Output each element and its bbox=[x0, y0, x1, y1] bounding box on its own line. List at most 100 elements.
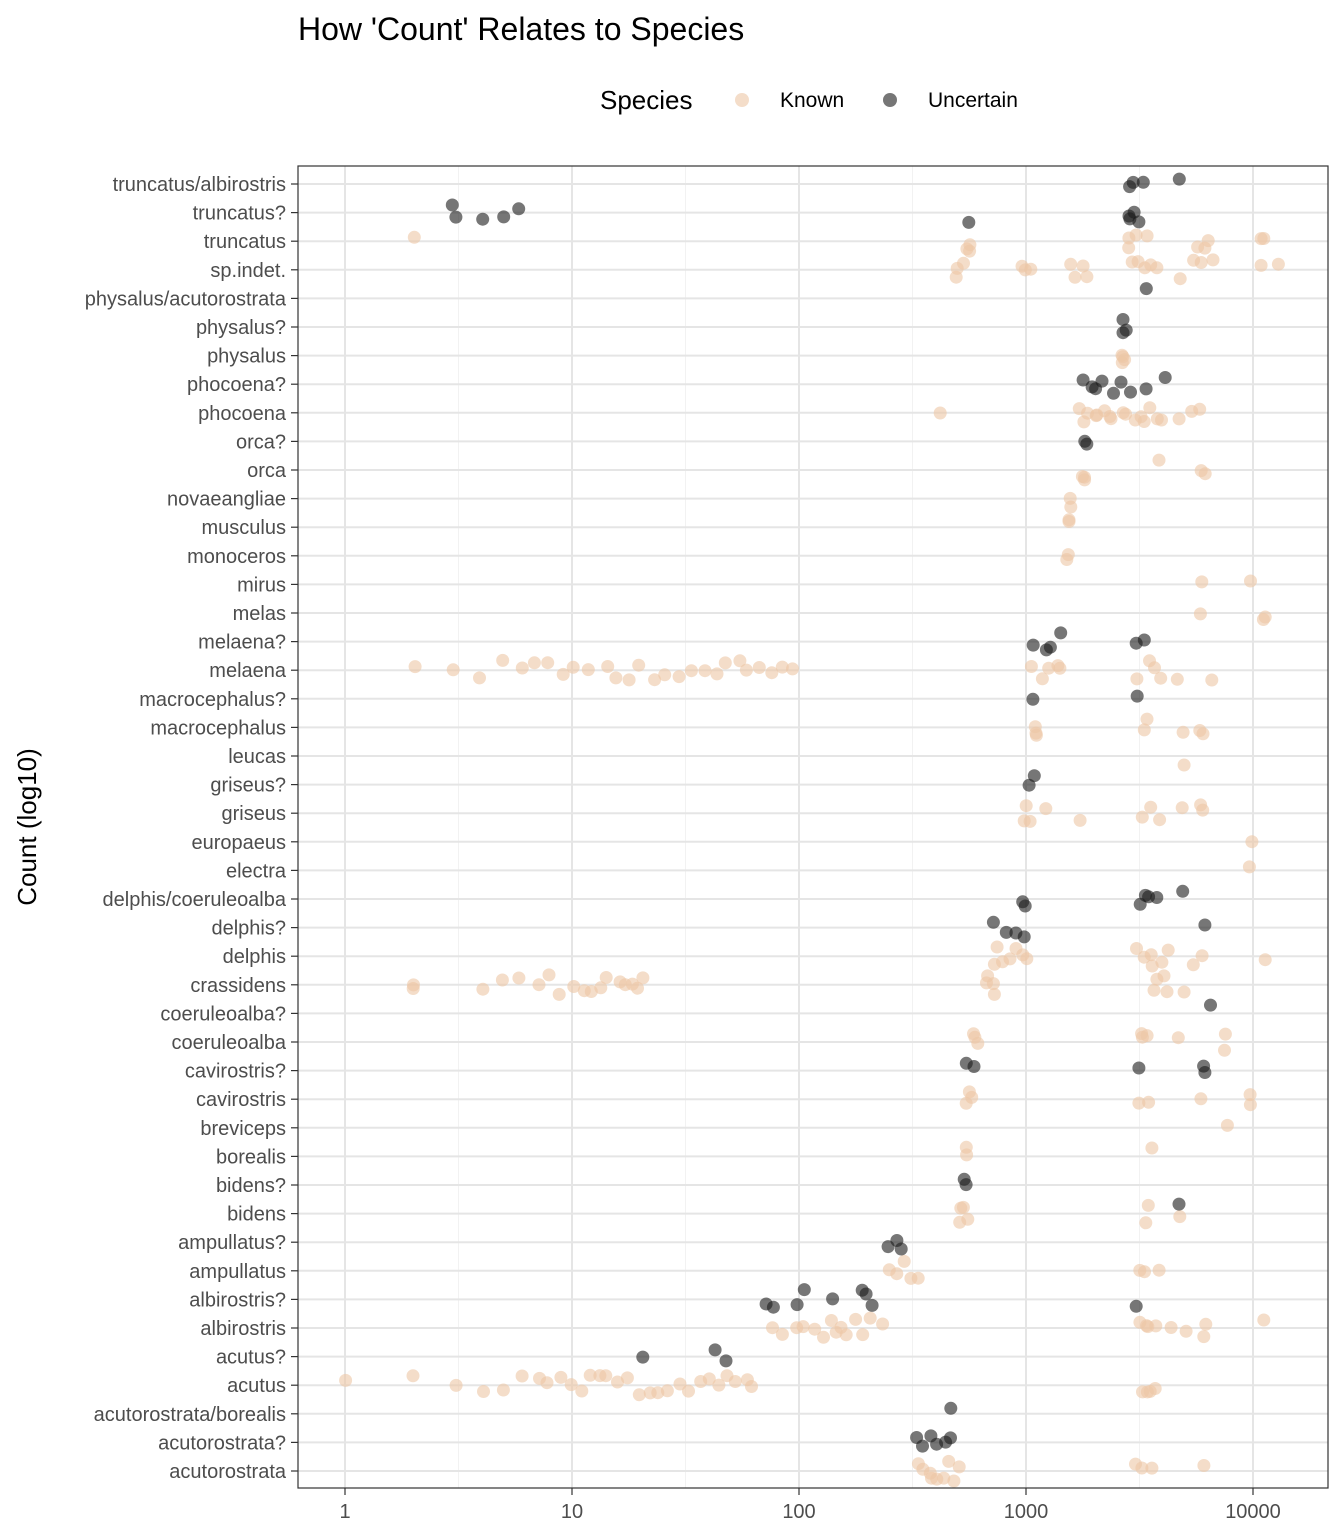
y-tick-label: borealis bbox=[216, 1146, 286, 1168]
point-known bbox=[745, 1380, 758, 1393]
point-known bbox=[710, 667, 724, 681]
point-known bbox=[817, 1330, 830, 1344]
point-known bbox=[1243, 1098, 1257, 1112]
point-known bbox=[1132, 1096, 1146, 1110]
point-known bbox=[1196, 803, 1210, 817]
point-known bbox=[540, 1376, 554, 1390]
y-tick-label: leucas bbox=[228, 746, 286, 768]
point-known bbox=[698, 664, 712, 678]
point-known bbox=[1130, 672, 1144, 686]
point-known bbox=[515, 1369, 529, 1383]
point-known bbox=[527, 656, 541, 670]
point-known bbox=[1194, 1092, 1208, 1106]
point-known bbox=[856, 1328, 870, 1342]
y-tick-label: physalus? bbox=[196, 317, 286, 339]
point-known bbox=[1062, 515, 1076, 528]
point-known bbox=[1173, 272, 1187, 286]
point-uncertain bbox=[959, 1178, 973, 1192]
point-known bbox=[1073, 813, 1087, 827]
point-known bbox=[648, 673, 662, 687]
point-known bbox=[987, 987, 1001, 1001]
y-tick-label: orca bbox=[247, 460, 287, 482]
point-known bbox=[1201, 234, 1215, 248]
point-known bbox=[1104, 412, 1118, 426]
y-tick-label: griseus? bbox=[210, 775, 286, 797]
point-known bbox=[1023, 814, 1037, 828]
point-uncertain bbox=[476, 212, 490, 226]
point-uncertain bbox=[1158, 371, 1172, 384]
point-known bbox=[1243, 1088, 1257, 1102]
point-known bbox=[796, 1320, 810, 1334]
y-tick-label: coeruleoalba? bbox=[160, 1003, 286, 1025]
point-known bbox=[937, 1471, 951, 1485]
point-known bbox=[601, 660, 615, 673]
point-known bbox=[957, 256, 970, 270]
y-tick-label: delphis bbox=[223, 946, 286, 968]
point-known bbox=[1029, 726, 1043, 740]
point-known bbox=[959, 1140, 973, 1154]
point-known bbox=[620, 1371, 634, 1385]
point-known bbox=[1198, 467, 1212, 481]
y-tick-label: coeruleoalba bbox=[171, 1032, 286, 1054]
point-known bbox=[967, 1027, 980, 1041]
point-known bbox=[960, 242, 974, 256]
point-known bbox=[1196, 727, 1210, 741]
y-tick-label: phocoena bbox=[198, 403, 287, 425]
point-known bbox=[1258, 953, 1272, 967]
point-known bbox=[1195, 949, 1209, 963]
point-known bbox=[952, 1460, 966, 1474]
point-known bbox=[1152, 1263, 1166, 1277]
point-known bbox=[911, 1271, 925, 1285]
y-tick-label: albirostris bbox=[200, 1318, 286, 1340]
point-uncertain bbox=[859, 1287, 873, 1301]
point-known bbox=[515, 661, 529, 675]
point-known bbox=[581, 663, 595, 677]
point-known bbox=[1148, 1382, 1162, 1395]
y-tick-label: acutus? bbox=[216, 1347, 286, 1369]
point-uncertain bbox=[445, 198, 459, 212]
point-known bbox=[1142, 1095, 1156, 1109]
point-known bbox=[1154, 671, 1168, 685]
point-known bbox=[541, 656, 555, 670]
point-known bbox=[632, 658, 646, 672]
y-tick-label: delphis? bbox=[211, 918, 286, 940]
point-known bbox=[702, 1372, 716, 1386]
legend-label-known: Known bbox=[780, 89, 844, 112]
point-known bbox=[775, 1327, 789, 1341]
y-tick-label: delphis/coeruleoalba bbox=[103, 889, 287, 911]
y-tick-label: acutorostrata bbox=[169, 1461, 287, 1483]
point-uncertain bbox=[1076, 373, 1090, 387]
point-known bbox=[611, 1375, 624, 1389]
point-known bbox=[407, 230, 421, 244]
point-known bbox=[408, 660, 422, 674]
point-uncertain bbox=[797, 1283, 811, 1297]
point-uncertain bbox=[1107, 386, 1120, 400]
x-tick-label: 10 bbox=[561, 1501, 583, 1523]
point-uncertain bbox=[1172, 1197, 1186, 1211]
point-known bbox=[839, 1328, 853, 1342]
point-known bbox=[1053, 661, 1067, 675]
point-known bbox=[609, 671, 623, 685]
point-uncertain bbox=[449, 210, 463, 224]
y-tick-label: novaeangliae bbox=[167, 489, 286, 511]
point-known bbox=[775, 660, 789, 674]
point-uncertain bbox=[1016, 895, 1030, 909]
point-known bbox=[733, 654, 747, 668]
point-uncertain bbox=[1129, 1299, 1143, 1313]
point-known bbox=[765, 666, 779, 680]
y-tick-label: griseus bbox=[222, 803, 286, 825]
point-known bbox=[594, 981, 608, 995]
point-known bbox=[1149, 1319, 1163, 1333]
point-known bbox=[1157, 969, 1171, 983]
point-uncertain bbox=[1139, 282, 1153, 296]
point-known bbox=[512, 971, 526, 985]
x-tick-label: 1000 bbox=[1004, 1501, 1049, 1523]
point-known bbox=[631, 981, 644, 995]
point-uncertain bbox=[999, 925, 1013, 939]
point-uncertain bbox=[1026, 692, 1040, 706]
point-uncertain bbox=[894, 1242, 908, 1256]
point-known bbox=[684, 664, 698, 678]
point-uncertain bbox=[1114, 375, 1128, 389]
point-uncertain bbox=[1026, 638, 1040, 652]
point-known bbox=[728, 1375, 742, 1388]
